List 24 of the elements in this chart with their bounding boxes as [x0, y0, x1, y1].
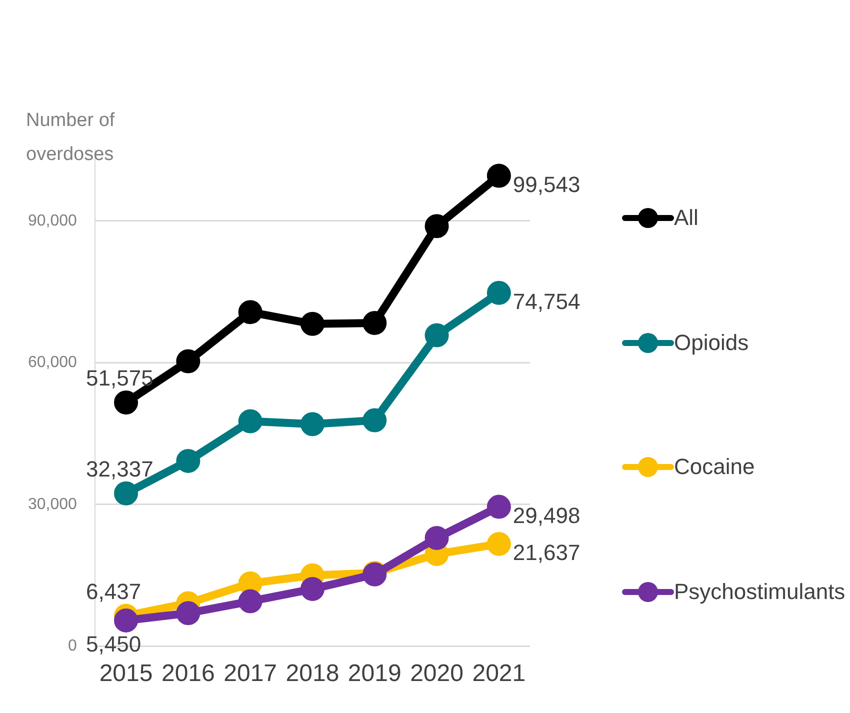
x-tick-label: 2019 [348, 660, 402, 688]
legend-label: Psychostimulants [674, 578, 846, 605]
data-label: 32,337 [86, 456, 154, 482]
data-label: 74,754 [512, 288, 580, 314]
y-tick-label: 90,000 [28, 212, 78, 230]
data-label: 6,437 [86, 578, 142, 604]
data-label: 21,637 [512, 540, 580, 566]
x-tick-label: 2020 [410, 660, 464, 688]
y-axis-title: Number of overdoses [26, 109, 116, 167]
legend-label: All [674, 205, 698, 231]
x-tick-label: 2017 [224, 660, 278, 688]
data-label: 5,450 [86, 632, 142, 657]
legend-label: Cocaine [674, 454, 755, 480]
x-tick-label: 2021 [472, 660, 526, 688]
y-tick-label: 0 [68, 638, 78, 655]
data-label: 29,498 [512, 502, 580, 528]
data-label: 99,543 [512, 172, 580, 197]
data-label: 51,575 [86, 366, 154, 391]
x-tick-label: 2018 [286, 660, 340, 688]
x-tick-label: 2016 [161, 660, 215, 688]
x-tick-label: 2015 [99, 660, 153, 688]
y-tick-label: 30,000 [28, 496, 78, 513]
y-tick-label: 60,000 [28, 354, 78, 372]
legend-label: Opioids [674, 330, 749, 356]
